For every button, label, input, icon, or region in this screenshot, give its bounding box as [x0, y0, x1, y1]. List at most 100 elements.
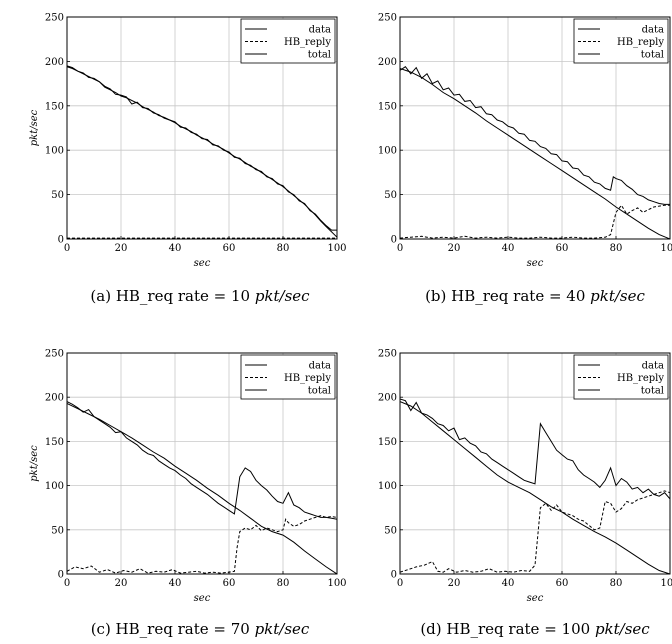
plot-frame [399, 16, 671, 240]
legend-label: total [641, 386, 664, 397]
series-line-hb-reply [400, 204, 670, 239]
y-tick-label: 150 [378, 437, 397, 448]
x-tick-label: 100 [660, 243, 672, 254]
y-tick-label: 250 [378, 349, 397, 360]
legend-label: total [308, 386, 331, 397]
caption-prefix: (b) HB_req rate = 40 [425, 287, 590, 305]
series-line-data [67, 402, 337, 574]
caption-unit: pkt/sec [255, 287, 310, 305]
y-tick-label: 200 [45, 393, 64, 404]
caption-unit: pkt/sec [590, 287, 645, 305]
series-line-total [400, 66, 670, 205]
x-tick-label: 40 [169, 243, 182, 254]
x-tick-label: 0 [397, 243, 403, 254]
y-tick-label: 100 [378, 146, 397, 157]
plot-frame [66, 352, 338, 575]
y-axis-label: pkt/sec [29, 445, 40, 482]
x-axis-label: sec [194, 258, 211, 269]
x-tick-label: 80 [610, 243, 623, 254]
legend-label: total [308, 50, 331, 61]
y-tick-label: 150 [45, 437, 64, 448]
y-tick-label: 0 [391, 570, 397, 581]
plot-frame [399, 352, 671, 575]
legend-label: data [309, 361, 331, 372]
x-tick-label: 80 [277, 578, 290, 589]
y-tick-label: 250 [45, 349, 64, 360]
plot-frame [66, 16, 338, 240]
series-line-data [400, 68, 670, 239]
y-tick-label: 100 [45, 146, 64, 157]
x-tick-label: 20 [115, 243, 128, 254]
y-tick-label: 50 [51, 525, 64, 536]
chart-panel-2: 0 20 40 60 80 100 0 50 100 150 200 250 sec dataHB_rep… [378, 13, 672, 306]
x-tick-label: 40 [502, 578, 515, 589]
y-tick-label: 50 [384, 190, 397, 201]
y-tick-label: 200 [378, 393, 397, 404]
series-line-data [67, 66, 337, 238]
series-line-total [67, 65, 337, 231]
x-axis-label: sec [527, 258, 544, 269]
x-tick-label: 100 [327, 243, 346, 254]
y-tick-label: 50 [51, 190, 64, 201]
x-tick-label: 0 [64, 243, 70, 254]
x-tick-label: 40 [169, 578, 182, 589]
legend-label: HB_reply [284, 373, 331, 384]
series-line-total [67, 401, 337, 520]
chart-panel-4: 0 20 40 60 80 100 0 50 100 150 200 250 sec dataHB_rep… [378, 349, 672, 639]
legend-label: HB_reply [617, 37, 664, 48]
x-tick-label: 40 [502, 243, 515, 254]
series-line-data [400, 401, 670, 574]
caption-prefix: (c) HB_req rate = 70 [91, 620, 255, 638]
chart-panel-3: 0 20 40 60 80 100 0 50 100 150 200 250 sec pkt/sec dat… [29, 349, 347, 639]
x-tick-label: 60 [223, 578, 236, 589]
subfigure-caption: (b) HB_req rate = 40 pkt/sec [425, 287, 645, 305]
x-tick-label: 20 [448, 578, 461, 589]
x-tick-label: 100 [660, 578, 672, 589]
x-tick-label: 60 [556, 243, 569, 254]
caption-unit: pkt/sec [595, 620, 650, 638]
x-tick-label: 80 [610, 578, 623, 589]
x-tick-label: 0 [397, 578, 403, 589]
y-tick-label: 200 [45, 57, 64, 68]
series-line-hb-reply [400, 490, 670, 573]
subfigure-caption: (c) HB_req rate = 70 pkt/sec [91, 620, 310, 638]
series-line-total [400, 398, 670, 500]
x-tick-label: 0 [64, 578, 70, 589]
x-axis-label: sec [527, 593, 544, 604]
y-tick-label: 0 [58, 570, 64, 581]
x-tick-label: 20 [448, 243, 461, 254]
caption-prefix: (d) HB_req rate = 100 [420, 620, 595, 638]
y-tick-label: 100 [378, 481, 397, 492]
y-tick-label: 150 [45, 101, 64, 112]
y-tick-label: 200 [378, 57, 397, 68]
y-tick-label: 0 [58, 235, 64, 246]
legend-label: data [309, 25, 331, 36]
subfigure-caption: (d) HB_req rate = 100 pkt/sec [420, 620, 650, 638]
chart-panel-1: 0 20 40 60 80 100 0 50 100 150 200 250 sec pkt/sec dat… [29, 13, 347, 306]
y-axis-label: pkt/sec [29, 109, 40, 146]
y-tick-label: 50 [384, 525, 397, 536]
x-tick-label: 60 [223, 243, 236, 254]
y-tick-label: 250 [378, 13, 397, 24]
legend-label: data [642, 25, 664, 36]
y-tick-label: 100 [45, 481, 64, 492]
subfigure-caption: (a) HB_req rate = 10 pkt/sec [90, 287, 310, 305]
x-axis-label: sec [194, 593, 211, 604]
y-tick-label: 0 [391, 235, 397, 246]
series-line-hb-reply [67, 515, 337, 574]
x-tick-label: 100 [327, 578, 346, 589]
y-tick-label: 250 [45, 13, 64, 24]
legend-label: data [642, 361, 664, 372]
caption-unit: pkt/sec [255, 620, 310, 638]
caption-prefix: (a) HB_req rate = 10 [90, 287, 254, 305]
legend-label: HB_reply [617, 373, 664, 384]
x-tick-label: 80 [277, 243, 290, 254]
legend-label: HB_reply [284, 37, 331, 48]
y-tick-label: 150 [378, 101, 397, 112]
x-tick-label: 20 [115, 578, 128, 589]
